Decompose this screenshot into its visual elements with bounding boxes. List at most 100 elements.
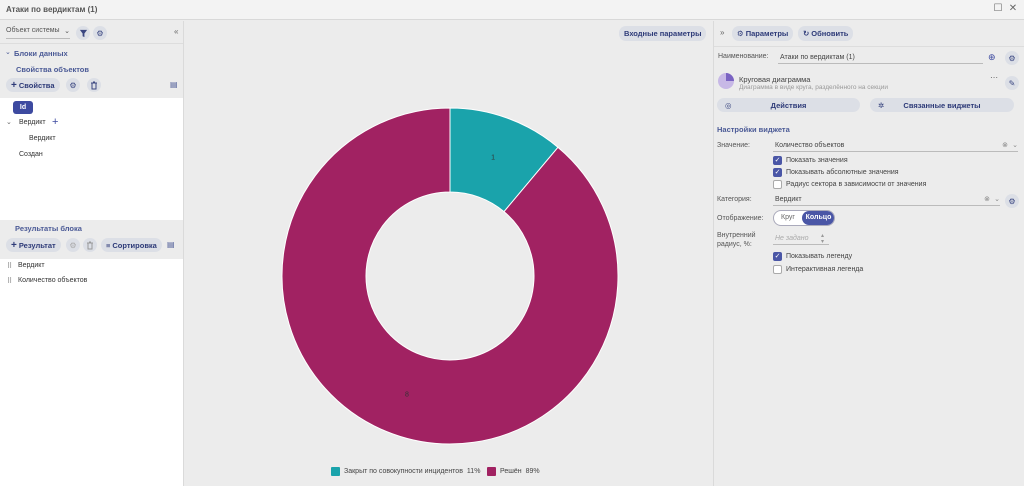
add-props-button[interactable]: + Свойства — [6, 78, 60, 92]
result-item[interactable]: Количество объектов — [18, 277, 88, 284]
clear-icon[interactable]: ⊗ — [984, 196, 990, 203]
category-select[interactable]: Вердикт ⊗ ⌄ — [773, 194, 1000, 206]
display-toggle: Круг Кольцо — [773, 210, 835, 226]
object-type-value: Объект системы — [6, 27, 60, 34]
drag-handle-icon[interactable]: ⠿ — [7, 278, 13, 285]
value-select-text: Количество объектов — [775, 142, 845, 149]
inner-radius-label: Внутренний радиус, %: — [717, 232, 756, 248]
gear-icon[interactable]: ⚙ — [1005, 194, 1019, 208]
id-chip[interactable]: Id — [13, 101, 33, 114]
linked-widgets-button[interactable]: ✲ Связанные виджеты — [870, 98, 1014, 112]
add-child-icon[interactable]: + — [52, 116, 59, 128]
gear-icon[interactable]: ⚙ — [93, 26, 107, 40]
input-params-button[interactable]: Входные параметры — [619, 26, 707, 41]
gear-icon[interactable]: ⚙ — [1005, 51, 1019, 65]
title-bar: Атаки по вердиктам (1) ☐ ✕ — [0, 0, 1024, 20]
legend-item[interactable]: Решён 89% — [487, 467, 540, 476]
show-legend-checkbox[interactable]: ✓ — [773, 252, 782, 261]
plus-icon: + — [11, 239, 17, 251]
params-button[interactable]: ⚙ Параметры — [732, 26, 794, 41]
gear-icon: ⚙ — [737, 29, 744, 38]
radius-dep-checkbox[interactable] — [773, 180, 782, 189]
slice-value-label: 8 — [405, 391, 409, 398]
legend-percent: 11% — [466, 468, 481, 475]
legend-label: Решён — [500, 468, 522, 475]
chevron-down-icon[interactable]: ⌄ — [5, 49, 11, 56]
chevron-down-icon: ⌄ — [64, 28, 70, 35]
show-abs-checkbox[interactable]: ✓ — [773, 168, 782, 177]
widget-type-desc: Диаграмма в виде круга, разделённого на … — [739, 84, 888, 91]
gear-icon[interactable]: ⚙ — [66, 78, 80, 92]
legend-label: Закрыт по совокупности инцидентов — [344, 468, 463, 475]
chart-area: Входные параметры 1 8 Закрыт по совокупно… — [185, 21, 712, 486]
trash-icon[interactable] — [87, 78, 101, 92]
stepper-icon[interactable]: ▴ ▾ — [821, 233, 825, 245]
data-blocks-header: Блоки данных — [14, 49, 68, 58]
interactive-legend-checkbox[interactable] — [773, 265, 782, 274]
slice-value-label: 1 — [491, 155, 495, 162]
object-props-header: Свойства объектов — [16, 65, 90, 74]
chevron-down-icon[interactable]: ⌄ — [6, 119, 12, 126]
sort-button-label: Сортировка — [112, 240, 157, 250]
show-values-label: Показать значения — [786, 157, 848, 164]
inner-radius-input[interactable]: Не задано — [773, 233, 829, 245]
collapse-left-icon[interactable]: « — [174, 27, 179, 36]
tree-verdict-group[interactable]: Вердикт — [19, 119, 46, 126]
clear-icon[interactable]: ⊗ — [1002, 142, 1008, 149]
chevron-down-icon[interactable]: ⌄ — [994, 196, 1000, 203]
props-button-label: Свойства — [18, 80, 55, 90]
show-values-checkbox[interactable]: ✓ — [773, 156, 782, 165]
filter-icon[interactable] — [76, 26, 90, 40]
result-button-label: Результат — [18, 240, 56, 250]
legend-percent: 89% — [525, 468, 540, 475]
show-abs-label: Показывать абсолютные значения — [786, 169, 899, 176]
globe-icon[interactable]: ⊕ — [988, 52, 996, 62]
category-label: Категория: — [717, 196, 752, 203]
tree-verdict-child[interactable]: Вердикт — [29, 135, 56, 142]
table-icon[interactable]: ▤ — [167, 240, 175, 249]
widget-settings-header: Настройки виджета — [717, 125, 790, 134]
divider — [714, 46, 1024, 47]
refresh-button-label: Обновить — [811, 29, 849, 38]
category-select-text: Вердикт — [775, 196, 802, 203]
refresh-button[interactable]: ↻ Обновить — [798, 26, 854, 41]
show-legend-label: Показывать легенду — [786, 253, 853, 260]
value-label: Значение: — [717, 142, 750, 149]
object-type-select[interactable]: Объект системы ⌄ — [6, 27, 70, 39]
edit-icon[interactable]: ✎ — [1005, 76, 1019, 90]
refresh-icon: ↻ — [803, 29, 810, 38]
close-icon[interactable]: ✕ — [1008, 3, 1018, 14]
display-ring-option[interactable]: Кольцо — [802, 211, 834, 225]
add-result-button[interactable]: + Результат — [6, 238, 61, 252]
linked-button-label: Связанные виджеты — [903, 100, 981, 110]
right-panel: » ⚙ Параметры ↻ Обновить Наименование: А… — [713, 21, 1024, 486]
actions-button[interactable]: ◎ Действия — [717, 98, 860, 112]
name-label: Наименование: — [718, 53, 769, 60]
legend-item[interactable]: Закрыт по совокупности инцидентов 11% — [331, 467, 480, 476]
table-icon[interactable]: ▤ — [170, 80, 178, 89]
radius-dep-label: Радиус сектора в зависимости от значения — [786, 181, 927, 188]
widget-type-title: Круговая диаграмма — [739, 75, 811, 84]
result-item[interactable]: Вердикт — [18, 262, 45, 269]
actions-icon: ◎ — [725, 100, 732, 110]
chevron-down-icon[interactable]: ⌄ — [1012, 142, 1018, 149]
name-field[interactable]: Атаки по вердиктам (1) — [778, 52, 983, 64]
input-params-label: Входные параметры — [624, 29, 702, 38]
expand-icon[interactable]: » — [720, 28, 725, 37]
display-label: Отображение: — [717, 215, 764, 222]
legend-swatch — [487, 467, 496, 476]
actions-button-label: Действия — [770, 100, 807, 110]
pie-type-icon — [718, 73, 734, 89]
maximize-icon[interactable]: ☐ — [993, 3, 1003, 14]
more-icon[interactable]: ⋯ — [990, 73, 998, 82]
display-circle-option[interactable]: Круг — [781, 214, 795, 221]
trash-icon[interactable] — [83, 238, 97, 252]
sort-icon: ≡ — [106, 240, 111, 250]
gear-icon[interactable]: ⚙ — [66, 238, 80, 252]
sort-button[interactable]: ≡ Сортировка — [101, 238, 162, 252]
value-select[interactable]: Количество объектов ⊗ ⌄ — [773, 140, 1018, 152]
link-icon: ✲ — [878, 100, 885, 110]
drag-handle-icon[interactable]: ⠿ — [7, 263, 13, 270]
tree-created[interactable]: Создан — [19, 151, 43, 158]
donut-slice[interactable] — [281, 107, 619, 445]
